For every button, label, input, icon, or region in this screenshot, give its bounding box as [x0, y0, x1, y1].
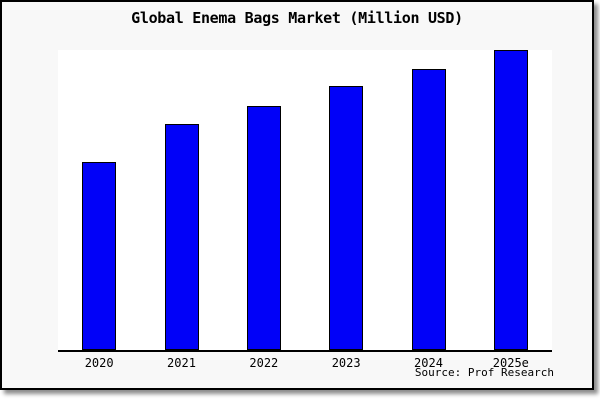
x-tick-label-2023: 2023 — [331, 356, 361, 370]
source-label: Source: Prof Research — [414, 366, 554, 379]
plot-area — [58, 50, 552, 352]
bar-2022 — [246, 106, 281, 350]
x-tick-label-2020: 2020 — [84, 356, 114, 370]
bar-2020 — [82, 162, 117, 350]
chart-title: Global Enema Bags Market (Million USD) — [131, 9, 463, 27]
chart-frame: Global Enema Bags Market (Million USD) 2… — [0, 0, 594, 390]
bar-2024 — [411, 69, 446, 350]
bar-2025e — [493, 50, 528, 350]
x-tick-label-2024: 2024 — [414, 356, 443, 370]
x-tick-label-2022: 2022 — [249, 356, 279, 370]
bar-2023 — [329, 86, 364, 350]
x-tick-label-2021: 2021 — [167, 356, 196, 370]
bar-2021 — [164, 124, 199, 350]
x-tick-label-2025e: 2025e — [492, 356, 529, 370]
